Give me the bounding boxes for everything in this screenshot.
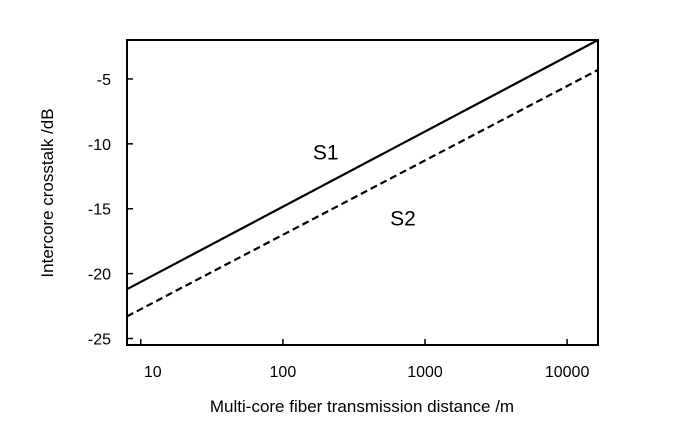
x-tick-label: 10000 — [545, 364, 590, 381]
y-tick-label: -10 — [88, 137, 111, 154]
x-tick-label: 1000 — [407, 364, 443, 381]
x-ticks: 10 100 1000 10000 — [140, 339, 590, 381]
y-tick-label: -15 — [88, 202, 111, 219]
series-layer — [126, 39, 599, 318]
y-tick-label: -20 — [88, 267, 111, 284]
series-line-s2 — [126, 68, 599, 318]
annotations: S1 S2 — [313, 141, 416, 230]
y-axis-label: Intercore crosstalk /dB — [38, 108, 57, 277]
plot-frame — [126, 39, 599, 346]
y-tick-label: -25 — [88, 332, 111, 349]
y-tick-label: -5 — [97, 72, 111, 89]
y-ticks: -5 -10 -15 -20 -25 — [88, 72, 133, 349]
x-axis-label: Multi-core fiber transmission distance /… — [210, 397, 514, 416]
series-line-s1 — [126, 39, 599, 291]
x-tick-label: 10 — [144, 364, 162, 381]
series-label-s1: S1 — [313, 141, 339, 164]
series-label-s2: S2 — [390, 208, 416, 231]
x-tick-label: 100 — [270, 364, 297, 381]
